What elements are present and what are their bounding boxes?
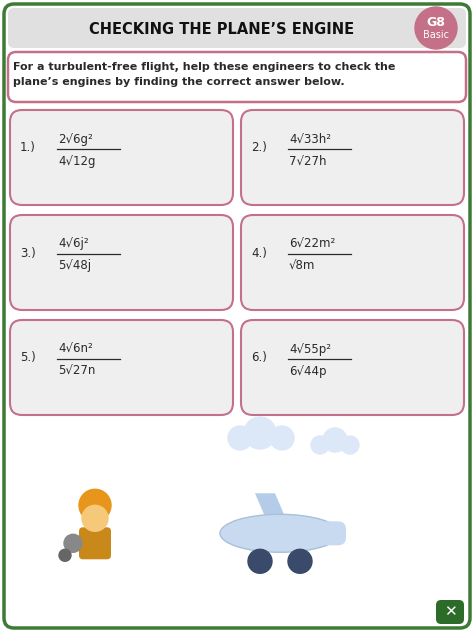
FancyBboxPatch shape — [79, 527, 111, 559]
Text: 6√44p: 6√44p — [289, 365, 327, 377]
Text: 4√6n²: 4√6n² — [58, 343, 93, 355]
Circle shape — [64, 534, 82, 552]
Circle shape — [59, 549, 71, 561]
Text: Basic: Basic — [423, 30, 449, 40]
Text: 7√27h: 7√27h — [289, 154, 327, 167]
Text: 4√6j²: 4√6j² — [58, 238, 89, 250]
FancyBboxPatch shape — [10, 215, 233, 310]
Polygon shape — [255, 494, 290, 528]
Text: ✕: ✕ — [444, 604, 456, 619]
Circle shape — [311, 436, 329, 454]
Text: 6.): 6.) — [251, 351, 267, 365]
Text: 5√48j: 5√48j — [58, 260, 91, 272]
Circle shape — [270, 426, 294, 450]
Circle shape — [79, 489, 111, 521]
Circle shape — [288, 549, 312, 573]
Text: 5√27n: 5√27n — [58, 365, 95, 377]
Text: 4√33h²: 4√33h² — [289, 133, 331, 145]
Circle shape — [248, 549, 272, 573]
Text: 3.): 3.) — [20, 246, 36, 260]
Text: G8: G8 — [427, 16, 446, 30]
FancyBboxPatch shape — [436, 600, 464, 624]
Text: For a turbulent-free flight, help these engineers to check the
plane’s engines b: For a turbulent-free flight, help these … — [13, 62, 395, 87]
Text: 4√12g: 4√12g — [58, 154, 95, 167]
Text: 5.): 5.) — [20, 351, 36, 365]
Circle shape — [82, 506, 108, 532]
Circle shape — [228, 426, 252, 450]
Text: CHECKING THE PLANE’S ENGINE: CHECKING THE PLANE’S ENGINE — [90, 21, 355, 37]
FancyBboxPatch shape — [4, 4, 470, 628]
Text: √8m: √8m — [289, 260, 315, 272]
Text: 2.): 2.) — [251, 142, 267, 154]
Text: 4√55p²: 4√55p² — [289, 343, 331, 355]
Circle shape — [323, 428, 347, 452]
FancyBboxPatch shape — [10, 320, 233, 415]
FancyBboxPatch shape — [241, 215, 464, 310]
Text: 1.): 1.) — [20, 142, 36, 154]
FancyBboxPatch shape — [10, 110, 233, 205]
Text: 4.): 4.) — [251, 246, 267, 260]
Text: 2√6g²: 2√6g² — [58, 133, 93, 145]
Text: 6√22m²: 6√22m² — [289, 238, 335, 250]
Circle shape — [244, 417, 276, 449]
Circle shape — [415, 7, 457, 49]
Ellipse shape — [220, 514, 340, 552]
FancyBboxPatch shape — [320, 521, 346, 545]
FancyBboxPatch shape — [8, 52, 466, 102]
FancyBboxPatch shape — [241, 320, 464, 415]
FancyBboxPatch shape — [8, 8, 466, 48]
Circle shape — [341, 436, 359, 454]
FancyBboxPatch shape — [241, 110, 464, 205]
